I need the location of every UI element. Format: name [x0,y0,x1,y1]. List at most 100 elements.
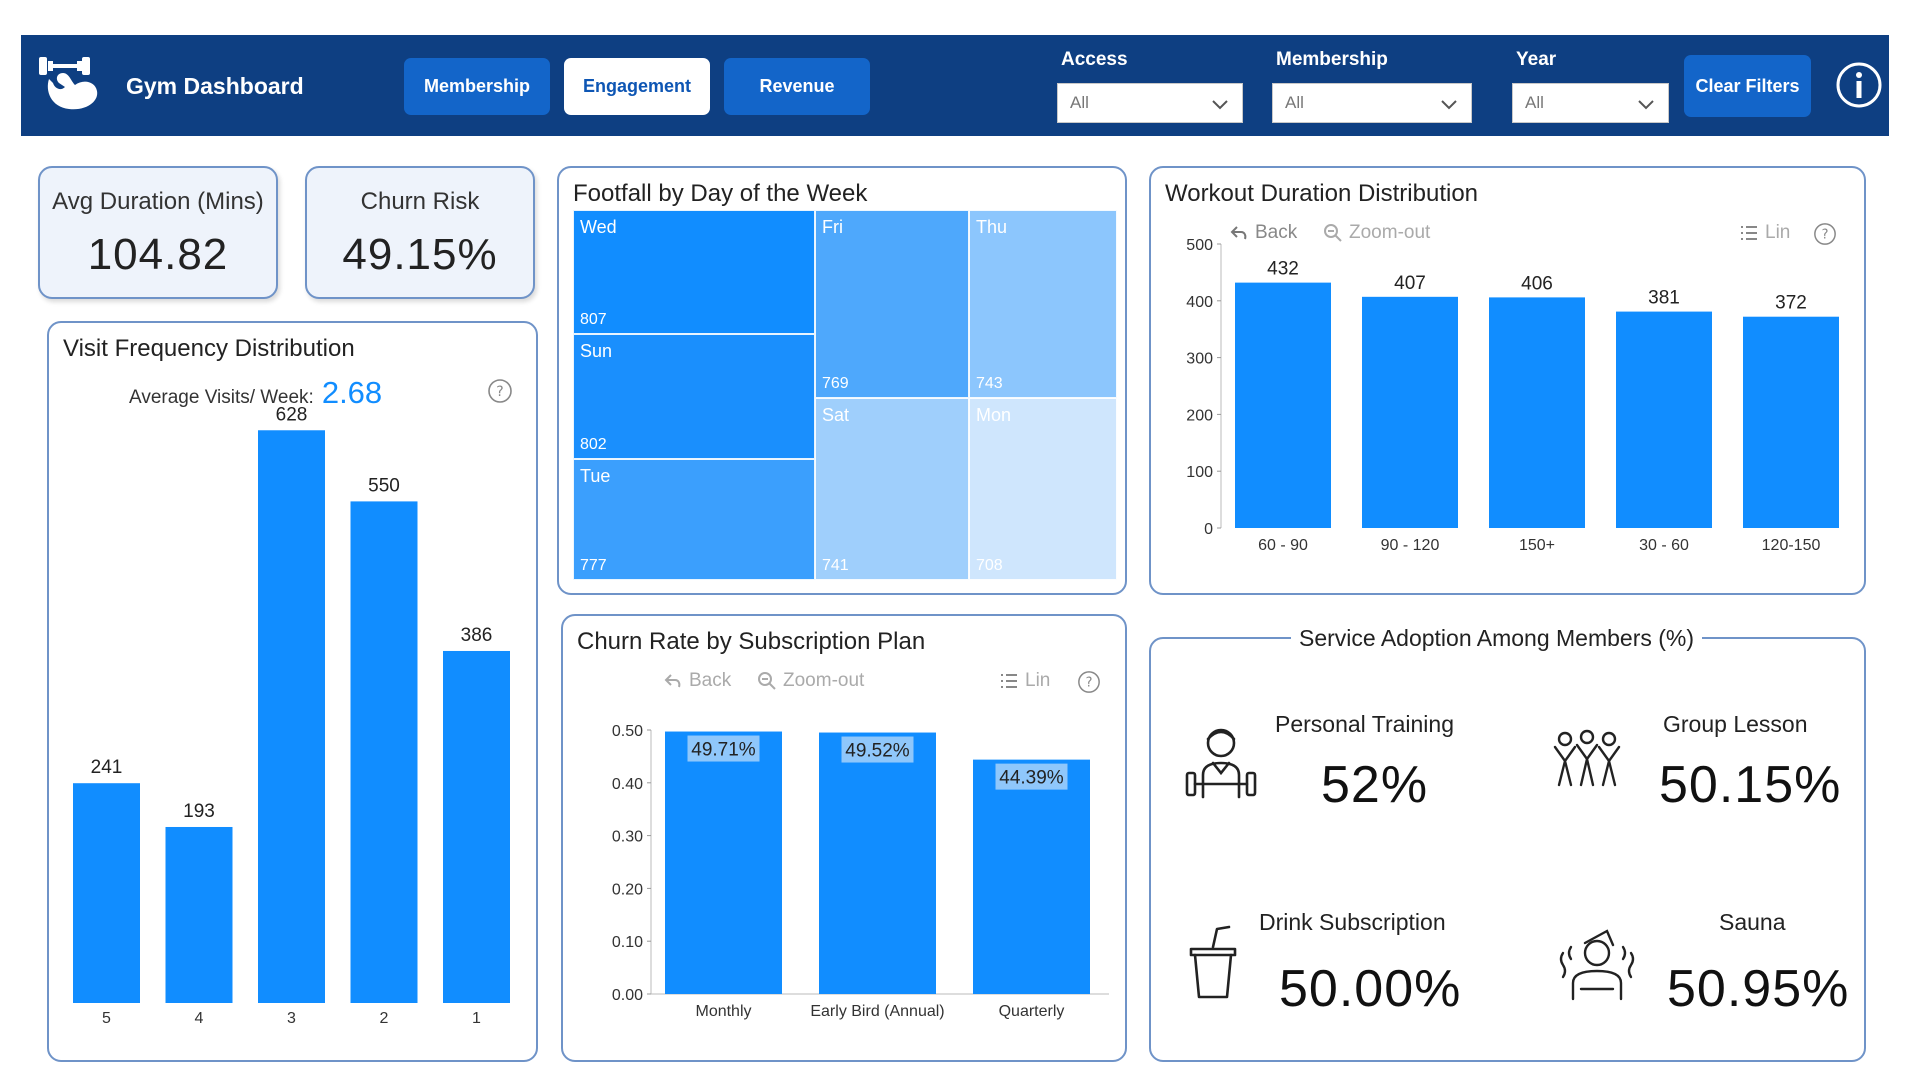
access-filter-value: All [1070,93,1089,112]
kpi-avg-duration-label: Avg Duration (Mins) [52,188,264,215]
x-tick-label: 3 [287,1010,296,1027]
zoom-out-label: Zoom-out [1349,222,1431,243]
footfall-treemap: Wed 807 Sun 802 Tue 777 Fri 769 Thu 743 Sat 741 Mon 7… [573,210,1117,580]
membership-filter-value: All [1285,93,1304,112]
bar [258,430,325,1003]
zoom-out-button[interactable]: Zoom-out [757,670,864,692]
kpi-churn-risk: Churn Risk 49.15% [305,166,535,299]
y-tick-label: 0.10 [612,934,643,951]
kpi-churn-risk-value: 49.15% [342,230,498,279]
back-button[interactable]: Back [663,670,731,692]
gym-logo-icon [39,57,98,110]
list-icon [1741,226,1757,240]
workout-duration-panel: Workout Duration Distribution Back Zoom-… [1149,166,1866,595]
footfall-panel: Footfall by Day of the Week Wed 807 Sun 802… [557,166,1127,595]
visit-frequency-panel: Visit Frequency Distribution Average Vis… [47,321,538,1062]
kpi-avg-duration-value: 104.82 [87,230,229,279]
list-icon [1001,674,1017,688]
treemap-cell-label: Fri [822,217,843,237]
service-adoption-panel: Service Adoption Among Members (%) Perso… [1149,625,1866,1062]
average-visits-label: Average Visits/ Week: [129,387,314,408]
treemap-cell-value: 741 [822,557,849,574]
back-button[interactable]: Back [1229,222,1297,244]
average-visits-value: 2.68 [321,375,383,410]
year-filter-value: All [1525,93,1544,112]
access-filter-label: Access [1061,49,1128,70]
workout-duration-title: Workout Duration Distribution [1165,180,1479,207]
churn-rate-panel: Churn Rate by Subscription Plan Back Zoo… [561,614,1127,1062]
back-label: Back [1255,222,1298,243]
x-tick-label: 1 [472,1010,481,1027]
back-label: Back [689,670,732,691]
data-label: 372 [1775,293,1807,314]
tab-membership[interactable]: Membership [404,58,550,115]
data-label: 550 [368,475,400,496]
data-label: 49.52% [845,741,910,762]
churn-rate-chart: 0.00 0.10 0.20 0.30 0.40 0.50 49.71% Monthly 49.… [612,723,1109,1020]
help-icon[interactable]: ? [487,378,513,404]
drink-subscription-value: 50.00% [1279,960,1462,1018]
treemap-cell-sun[interactable]: Sun 802 [573,334,815,459]
year-filter-select[interactable]: All [1512,83,1669,123]
treemap-cell-label: Sun [580,341,613,361]
back-arrow-icon [664,674,681,688]
clear-filters-button[interactable]: Clear Filters [1684,55,1811,117]
y-tick-label: 100 [1186,464,1213,481]
treemap-cell-fri[interactable]: Fri 769 [815,210,969,398]
membership-filter-select[interactable]: All [1272,83,1472,123]
year-filter-label: Year [1516,49,1557,70]
svg-text:?: ? [496,384,503,400]
service-adoption-title: Service Adoption Among Members (%) [1291,625,1703,652]
access-filter-select[interactable]: All [1057,83,1243,123]
help-icon[interactable]: ? [1077,670,1101,694]
y-tick-label: 0.50 [612,723,643,740]
header-bar: Gym Dashboard Membership Engagement Reve… [21,35,1889,136]
data-label-bg [995,763,1068,790]
x-tick-label: Early Bird (Annual) [810,1003,944,1020]
x-tick-label: 150+ [1519,537,1555,554]
bar [819,732,936,994]
treemap-cell-label: Wed [580,217,617,237]
linear-scale-label: Lin [1765,222,1791,243]
footfall-title: Footfall by Day of the Week [573,180,868,207]
treemap-cell-wed[interactable]: Wed 807 [573,210,815,334]
linear-scale-label: Lin [1025,670,1051,691]
y-tick-label: 0.20 [612,881,643,898]
bar [73,783,140,1003]
help-icon[interactable]: ? [1813,222,1837,246]
drink-subscription-label: Drink Subscription [1259,909,1446,935]
back-arrow-icon [1230,226,1247,240]
treemap-cell-mon[interactable]: Mon 708 [969,398,1117,580]
y-tick-label: 0.00 [612,987,643,1004]
treemap-cell-thu[interactable]: Thu 743 [969,210,1117,398]
visit-frequency-title: Visit Frequency Distribution [63,335,355,362]
info-icon[interactable] [1834,60,1884,110]
tab-engagement[interactable]: Engagement [564,58,710,115]
treemap-cell-tue[interactable]: Tue 777 [573,459,815,580]
bar [1616,311,1712,528]
data-label: 432 [1267,259,1299,280]
tab-revenue[interactable]: Revenue [724,58,870,115]
treemap-cell-value: 743 [976,375,1003,392]
data-label: 241 [91,757,123,778]
x-tick-label: 120-150 [1762,537,1821,554]
treemap-cell-value: 807 [580,311,607,328]
treemap-cell-label: Thu [976,217,1008,237]
sauna-label: Sauna [1719,909,1786,935]
treemap-cell-sat[interactable]: Sat 741 [815,398,969,580]
data-label: 628 [276,404,308,425]
y-tick-label: 0 [1204,521,1213,538]
linear-scale-button[interactable]: Lin [1739,222,1790,244]
data-label: 44.39% [999,768,1064,789]
data-label: 407 [1394,273,1426,294]
x-tick-label: 4 [195,1010,204,1027]
x-tick-label: 5 [102,1010,111,1027]
zoom-out-label: Zoom-out [783,670,865,691]
data-label: 381 [1648,288,1680,309]
linear-scale-button[interactable]: Lin [999,670,1050,692]
zoom-out-button[interactable]: Zoom-out [1323,222,1430,244]
x-tick-label: Monthly [695,1003,751,1020]
x-tick-label: 90 - 120 [1381,537,1440,554]
treemap-cell-value: 769 [822,375,849,392]
bar [350,501,418,1003]
